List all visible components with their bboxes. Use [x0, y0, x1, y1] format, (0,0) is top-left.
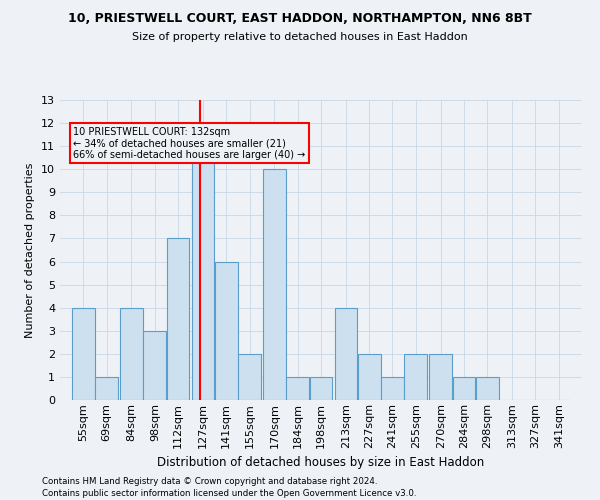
Bar: [120, 308, 143, 400]
Bar: [238, 354, 261, 400]
Bar: [95, 377, 118, 400]
Bar: [143, 331, 166, 400]
X-axis label: Distribution of detached houses by size in East Haddon: Distribution of detached houses by size …: [157, 456, 485, 469]
Bar: [430, 354, 452, 400]
Bar: [286, 377, 309, 400]
Bar: [72, 308, 95, 400]
Bar: [381, 377, 404, 400]
Text: Contains public sector information licensed under the Open Government Licence v3: Contains public sector information licen…: [42, 489, 416, 498]
Y-axis label: Number of detached properties: Number of detached properties: [25, 162, 35, 338]
Bar: [263, 169, 286, 400]
Bar: [215, 262, 238, 400]
Bar: [335, 308, 358, 400]
Text: 10, PRIESTWELL COURT, EAST HADDON, NORTHAMPTON, NN6 8BT: 10, PRIESTWELL COURT, EAST HADDON, NORTH…: [68, 12, 532, 26]
Bar: [476, 377, 499, 400]
Bar: [191, 146, 214, 400]
Bar: [310, 377, 332, 400]
Text: Contains HM Land Registry data © Crown copyright and database right 2024.: Contains HM Land Registry data © Crown c…: [42, 478, 377, 486]
Text: 10 PRIESTWELL COURT: 132sqm
← 34% of detached houses are smaller (21)
66% of sem: 10 PRIESTWELL COURT: 132sqm ← 34% of det…: [73, 126, 305, 160]
Bar: [358, 354, 380, 400]
Text: Size of property relative to detached houses in East Haddon: Size of property relative to detached ho…: [132, 32, 468, 42]
Bar: [167, 238, 190, 400]
Bar: [404, 354, 427, 400]
Bar: [452, 377, 475, 400]
